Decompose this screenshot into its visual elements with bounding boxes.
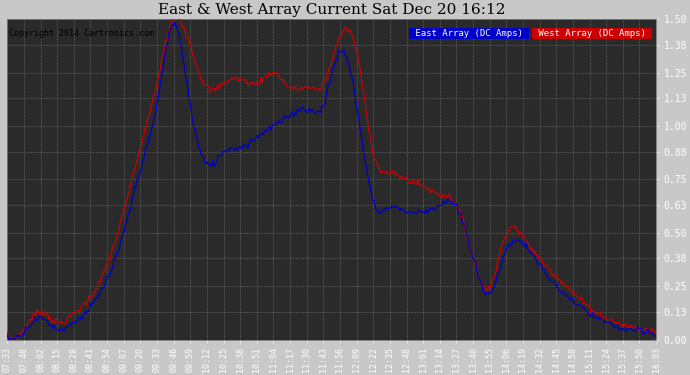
Text: Copyright 2014 Cartronics.com: Copyright 2014 Cartronics.com (8, 29, 154, 38)
Text: East Array (DC Amps): East Array (DC Amps) (410, 29, 528, 38)
Text: West Array (DC Amps): West Array (DC Amps) (533, 29, 651, 38)
Title: East & West Array Current Sat Dec 20 16:12: East & West Array Current Sat Dec 20 16:… (158, 3, 506, 17)
